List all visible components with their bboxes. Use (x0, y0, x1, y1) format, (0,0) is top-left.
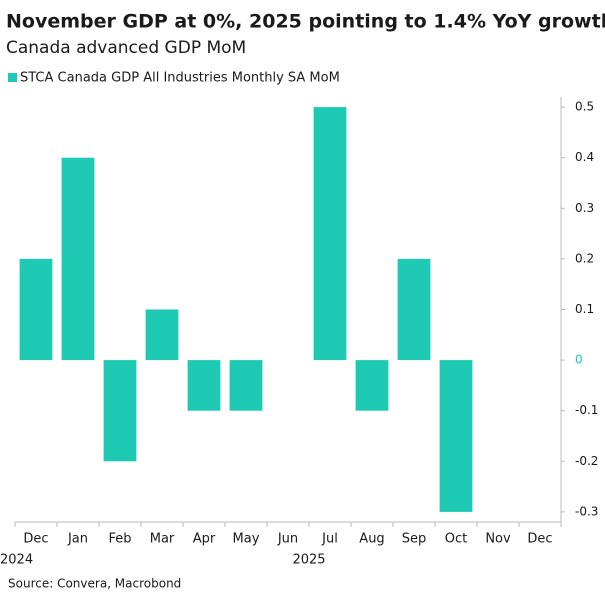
bar (145, 309, 179, 361)
x-tick-label: Nov (485, 532, 511, 547)
y-tick-label: 0 (575, 353, 583, 367)
y-tick-label: -0.1 (575, 403, 598, 417)
legend-label: STCA Canada GDP All Industries Monthly S… (20, 71, 340, 86)
bar (397, 258, 431, 361)
y-tick-label: 0.5 (575, 100, 594, 114)
bar (439, 360, 473, 512)
legend-swatch (8, 73, 17, 82)
x-tick-label: Dec (23, 532, 48, 547)
x-group-label: 2025 (292, 553, 325, 568)
x-tick-label: Mar (150, 532, 175, 547)
x-tick-label: Jan (67, 532, 88, 547)
y-tick-label: 0.1 (575, 302, 594, 316)
y-tick-label: 0.3 (575, 201, 594, 215)
x-tick-label: Feb (108, 532, 131, 547)
x-group-label: 2024 (0, 553, 33, 568)
x-tick-label: Jun (277, 532, 298, 547)
y-tick-label: 0.2 (575, 251, 594, 265)
y-tick-label: -0.3 (575, 504, 598, 518)
y-tick-label: 0.4 (575, 150, 594, 164)
x-tick-label: Apr (193, 532, 216, 547)
bar (61, 157, 95, 361)
bar (19, 258, 53, 361)
y-tick-label: -0.2 (575, 454, 598, 468)
bar (313, 107, 347, 361)
x-tick-label: Aug (359, 532, 384, 547)
x-tick-label: Oct (445, 532, 467, 547)
x-tick-label: Dec (527, 532, 552, 547)
x-tick-label: Jul (321, 532, 338, 547)
chart-title: November GDP at 0%, 2025 pointing to 1.4… (6, 11, 605, 33)
source-note: Source: Convera, Macrobond (8, 577, 181, 591)
bar (355, 360, 389, 411)
bar (229, 360, 263, 411)
x-tick-label: Sep (402, 532, 427, 547)
bar (103, 360, 137, 462)
x-tick-label: May (233, 532, 260, 547)
bar (187, 360, 221, 411)
chart-subtitle: Canada advanced GDP MoM (6, 38, 246, 58)
